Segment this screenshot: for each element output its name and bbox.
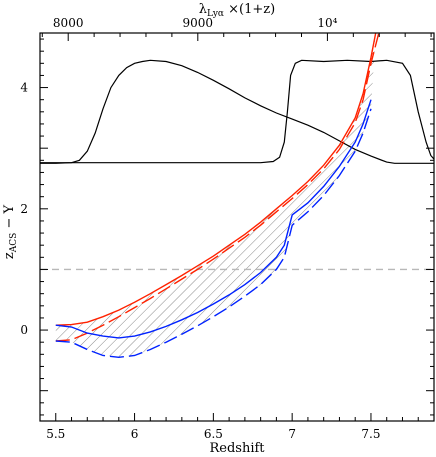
- x-tick-label: 6.5: [204, 427, 223, 441]
- x-tick-label: 7.5: [361, 427, 380, 441]
- top-tick-label: 8000: [53, 16, 84, 30]
- top-tick-label: 10⁴: [317, 16, 337, 30]
- y-tick-label: 2: [20, 202, 28, 216]
- plot-frame: [39, 32, 435, 422]
- x-tick-label: 7: [288, 427, 296, 441]
- top-tick-label: 9000: [183, 16, 214, 30]
- red-dashed-line: [55, 33, 380, 342]
- x-tick-label: 5.5: [46, 427, 65, 441]
- blue-solid-line: [55, 99, 372, 339]
- y-tick-label: 4: [20, 81, 28, 95]
- x-tick-label: 6: [131, 427, 139, 441]
- x-axis-label: Redshift: [209, 441, 265, 456]
- top-axis-label: λLyα ×(1+z): [199, 2, 275, 19]
- filter-curve-1: [40, 59, 434, 164]
- axes: 5.5 6 6.5 7 7.5 0 2 4 8000 9000 10⁴: [20, 16, 435, 441]
- y-axis-label: zACS − Y: [2, 205, 19, 260]
- blue-dashed-line: [55, 108, 372, 359]
- hatched-region: [55, 33, 376, 358]
- red-solid-line: [55, 33, 377, 326]
- y-tick-label: 0: [20, 323, 28, 337]
- plot-area: [40, 33, 434, 359]
- filter-curve-2: [40, 59, 434, 164]
